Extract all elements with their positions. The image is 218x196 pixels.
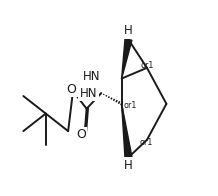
Text: O: O (66, 83, 76, 96)
Text: HN: HN (80, 87, 97, 100)
Text: O: O (76, 128, 86, 142)
Text: H: H (124, 24, 133, 37)
Text: HN: HN (83, 70, 100, 83)
Polygon shape (122, 39, 132, 79)
Text: or1: or1 (140, 61, 153, 70)
Text: H: H (124, 159, 133, 172)
Text: or1: or1 (124, 101, 137, 110)
Text: or1: or1 (139, 138, 153, 147)
Polygon shape (122, 104, 132, 158)
